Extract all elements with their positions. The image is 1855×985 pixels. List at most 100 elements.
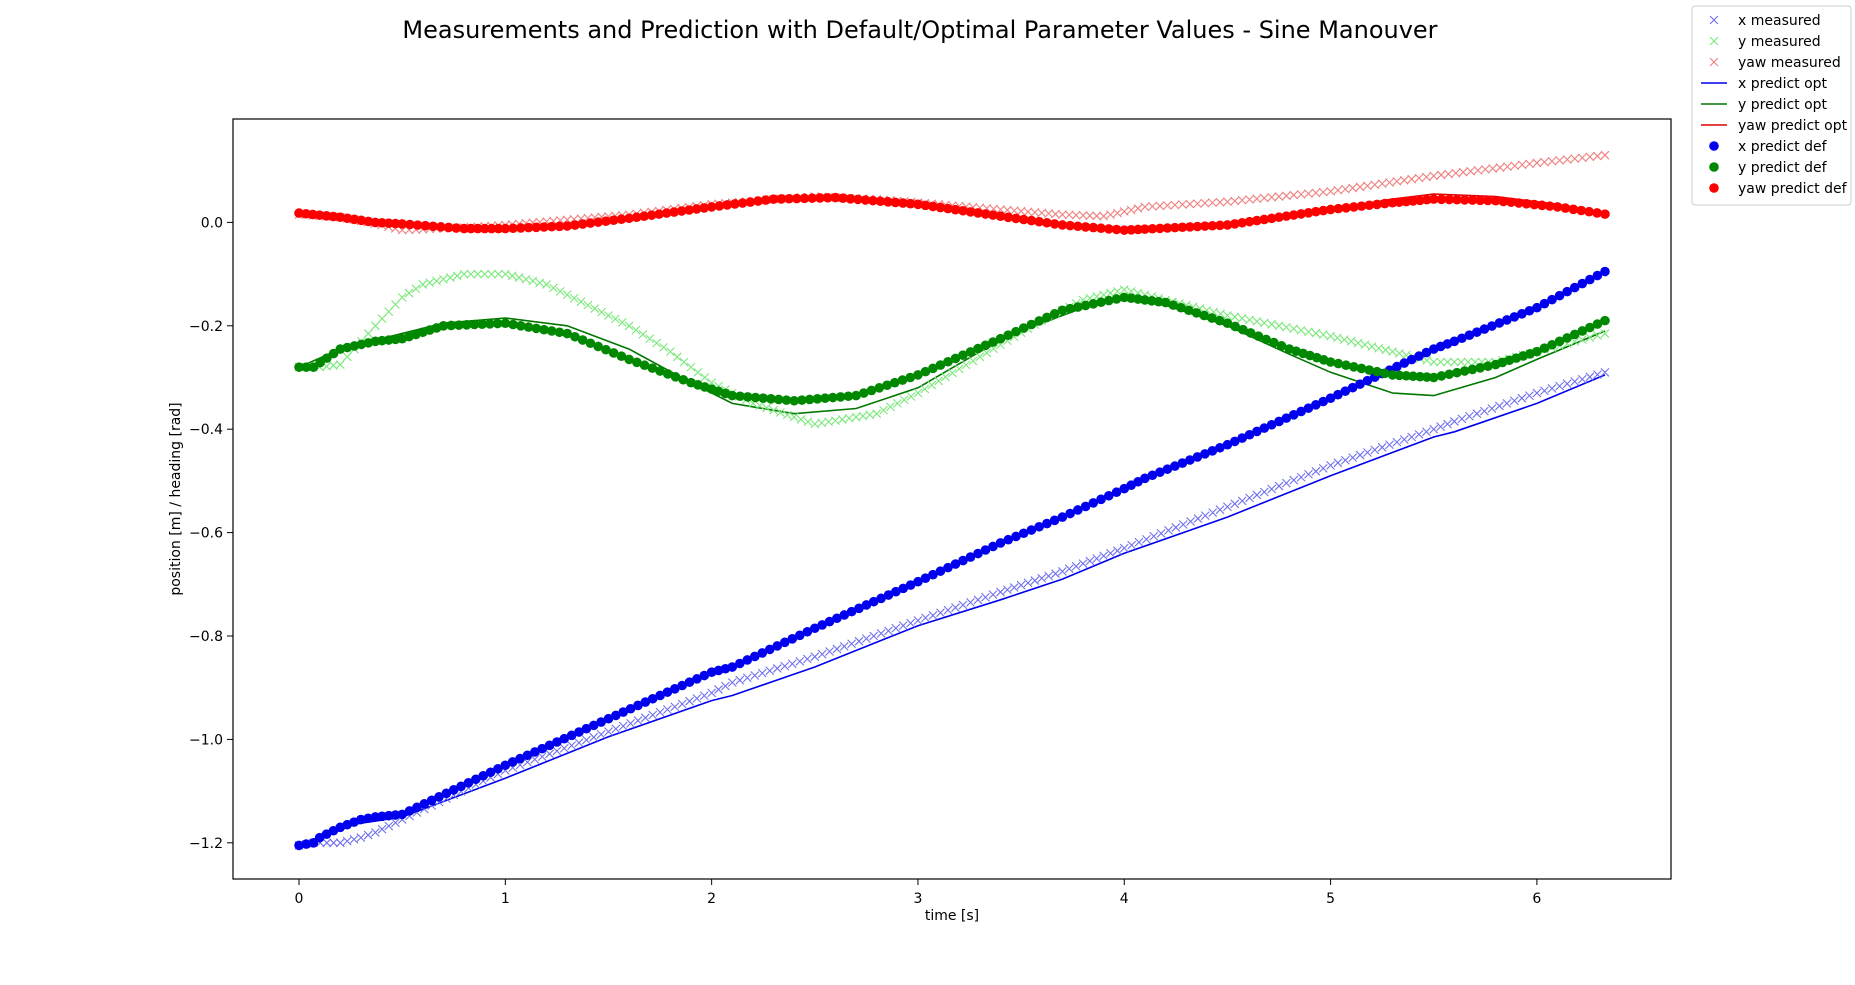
- data-point: [950, 353, 961, 364]
- axis-ticks: 0 1 2 3 4 5 6 0.0 −0.2 −0.4 −0.6 −0.8 −1.0 −1.2: [189, 215, 1541, 907]
- data-point: [1506, 197, 1516, 208]
- data-point: [1026, 319, 1037, 330]
- data-point: [1140, 202, 1150, 212]
- data-point: [1570, 154, 1580, 164]
- data-point: [913, 616, 923, 625]
- data-point: [446, 320, 456, 331]
- data-point: [859, 388, 869, 398]
- data-point: [1451, 168, 1461, 178]
- data-point: [1428, 194, 1439, 204]
- data-point: [1593, 370, 1602, 380]
- data-point: [1119, 207, 1129, 216]
- data-point: [581, 723, 592, 734]
- data-point: [294, 840, 304, 851]
- data-point: [1399, 358, 1410, 368]
- data-point: [1113, 546, 1122, 556]
- data-point: [566, 730, 577, 741]
- data-point: [1364, 200, 1375, 211]
- data-point: [1030, 207, 1040, 217]
- data-point: [1192, 221, 1203, 232]
- data-point: [1200, 198, 1210, 208]
- data-point: [1494, 318, 1505, 328]
- data-point: [1222, 220, 1233, 230]
- data-point: [1483, 361, 1493, 371]
- data-point: [459, 269, 469, 279]
- data-point: [980, 209, 991, 219]
- legend-item-y-predict-def: y predict def: [1709, 160, 1828, 176]
- data-point: [845, 194, 856, 204]
- data-point: [830, 192, 841, 203]
- data-point: [1191, 308, 1202, 318]
- data-point: [742, 392, 753, 402]
- data-point: [1042, 217, 1052, 228]
- data-point: [570, 331, 580, 342]
- data-point: [546, 326, 557, 336]
- data-point: [537, 743, 547, 754]
- data-point: [507, 271, 517, 281]
- y-tick-label: −0.8: [189, 629, 223, 645]
- data-point: [958, 350, 968, 360]
- data-point: [404, 806, 415, 816]
- data-point: [1318, 330, 1328, 340]
- data-point: [1252, 426, 1262, 437]
- data-point: [899, 395, 909, 405]
- data-point: [1176, 302, 1186, 313]
- data-point: [315, 357, 325, 368]
- data-point: [1502, 398, 1512, 408]
- data-point: [1444, 194, 1455, 205]
- data-point: [1532, 388, 1542, 398]
- data-point: [996, 205, 1005, 214]
- data-point: [1577, 278, 1588, 289]
- data-point: [559, 743, 569, 753]
- data-point: [1160, 297, 1171, 308]
- data-point: [1318, 205, 1329, 216]
- data-point: [1230, 499, 1240, 509]
- data-point: [1422, 372, 1432, 382]
- data-point: [1394, 348, 1404, 358]
- data-point: [742, 673, 752, 683]
- data-point: [559, 733, 570, 744]
- data-point: [854, 636, 864, 646]
- data-point: [1467, 195, 1478, 205]
- data-point: [1078, 211, 1088, 220]
- data-point: [554, 327, 565, 338]
- data-point: [831, 416, 840, 425]
- data-point: [727, 662, 738, 672]
- data-point: [815, 193, 825, 203]
- data-point: [1057, 566, 1067, 576]
- data-point: [730, 199, 740, 209]
- data-point: [1009, 206, 1019, 216]
- data-point: [1057, 220, 1068, 230]
- data-point: [452, 271, 462, 281]
- legend-label: yaw predict opt: [1738, 118, 1848, 134]
- data-point: [1517, 160, 1527, 170]
- data-point: [1259, 193, 1269, 203]
- chart-title: Measurements and Prediction with Default…: [402, 16, 1437, 44]
- data-point: [764, 644, 775, 655]
- data-point: [1215, 505, 1225, 515]
- data-point: [577, 219, 588, 229]
- data-point: [1457, 414, 1467, 424]
- data-point: [542, 280, 551, 289]
- x-tick-label: 2: [707, 891, 716, 907]
- data-point: [1318, 463, 1328, 473]
- data-point: [796, 415, 806, 424]
- data-point: [1529, 199, 1540, 210]
- data-point: [1600, 266, 1610, 277]
- data-point: [1479, 324, 1490, 334]
- data-point: [965, 347, 976, 357]
- data-point: [935, 360, 946, 370]
- data-point: [686, 362, 696, 372]
- data-point: [1215, 220, 1225, 231]
- data-point: [781, 395, 792, 405]
- data-point: [1407, 174, 1417, 184]
- data-point: [1552, 202, 1563, 212]
- data-point: [1296, 406, 1306, 417]
- data-point: [1186, 517, 1195, 526]
- data-point: [883, 197, 893, 207]
- data-point: [1111, 224, 1122, 235]
- data-point: [1539, 298, 1550, 309]
- data-point: [522, 750, 533, 761]
- data-point: [590, 304, 600, 313]
- data-point: [691, 204, 702, 214]
